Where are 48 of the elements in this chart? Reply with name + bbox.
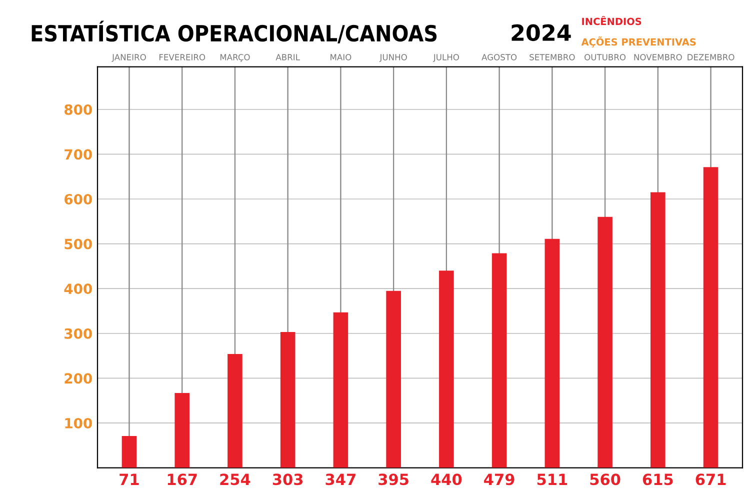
y-tick-label: 400 [64, 284, 92, 294]
chart-title: ESTATÍSTICA OPERACIONAL/CANOAS [32, 20, 437, 44]
data-label: 395 [378, 474, 408, 486]
x-tick-label: JUNHO [379, 54, 407, 62]
data-label: 167 [168, 474, 197, 486]
y-tick-label: 100 [65, 418, 92, 428]
data-label: 671 [696, 474, 726, 486]
y-tick-label: 700 [64, 149, 92, 160]
data-label: 560 [590, 474, 620, 486]
bar [280, 332, 296, 468]
bar [122, 436, 137, 468]
chart-subtitle: 2024 [512, 24, 571, 42]
bar [544, 238, 560, 468]
x-tick-label: AGOSTO [482, 54, 517, 60]
x-tick-label: MAIO [330, 54, 352, 60]
y-tick-label: 300 [64, 328, 92, 339]
x-tick-label: JANEIRO [112, 54, 146, 62]
y-tick-label: 600 [64, 194, 92, 204]
x-tick-label: OUTUBRO [584, 54, 626, 60]
x-tick-label: SETEMBRO [530, 54, 575, 60]
bar [386, 290, 401, 468]
data-label: 303 [272, 474, 303, 486]
bar [333, 312, 348, 468]
x-tick-label: ABRIL [276, 54, 300, 60]
x-tick-label: MARÇO [220, 54, 250, 62]
x-tick-label: JULHO [432, 54, 459, 62]
x-tick-label: DEZEMBRO [688, 54, 734, 60]
bar [439, 270, 454, 468]
data-label: 71 [120, 474, 139, 485]
bar [492, 253, 507, 468]
y-tick-label: 200 [64, 373, 92, 384]
data-label: 347 [326, 474, 356, 486]
text: INCÊNDIOS [582, 16, 642, 26]
x-tick-label: NOVEMBRO [634, 54, 682, 60]
y-tick-label: 500 [64, 238, 92, 250]
bar [650, 192, 666, 468]
data-label: 511 [537, 474, 568, 486]
data-label: 479 [484, 474, 514, 486]
bar [228, 354, 242, 468]
bar [598, 216, 612, 468]
x-tick-label: FEVEREIRO [159, 54, 206, 60]
bar [174, 392, 190, 468]
data-label: 615 [642, 474, 673, 486]
data-label: 440 [431, 474, 462, 486]
text: AÇÕES PREVENTIVAS [581, 36, 696, 48]
data-label: 254 [220, 474, 250, 486]
bar [703, 167, 718, 468]
y-tick-label: 800 [64, 104, 92, 115]
